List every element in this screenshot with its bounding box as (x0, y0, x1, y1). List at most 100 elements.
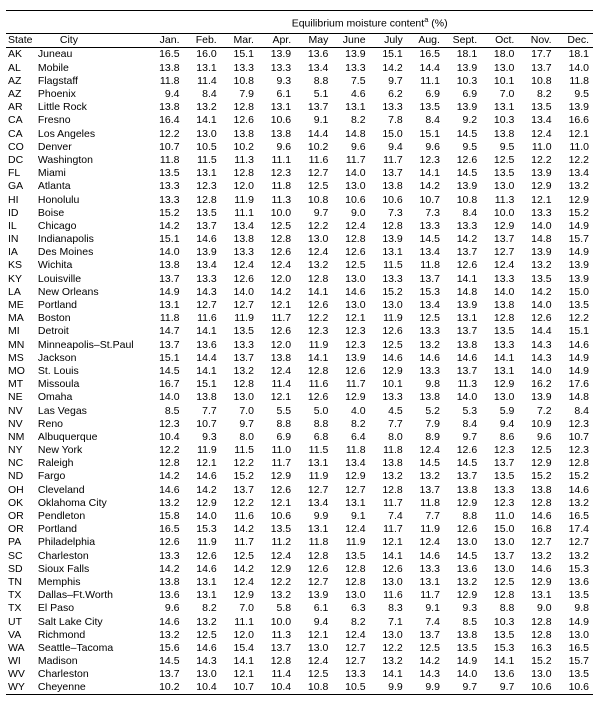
col-header-month: Feb. (184, 33, 221, 47)
cell-value: 13.0 (295, 233, 332, 246)
cell-value: 13.9 (444, 298, 481, 311)
cell-value: 9.7 (444, 430, 481, 443)
cell-state: OK (6, 496, 38, 509)
cell-value: 9.3 (184, 430, 221, 443)
cell-value: 10.8 (295, 681, 332, 695)
cell-value: 13.0 (332, 589, 369, 602)
cell-value: 8.8 (258, 417, 295, 430)
cell-value: 10.8 (295, 193, 332, 206)
cell-value: 13.2 (146, 496, 183, 509)
cell-value: 16.2 (518, 378, 555, 391)
cell-value: 12.2 (146, 444, 183, 457)
cell-value: 9.6 (332, 140, 369, 153)
cell-city: Washington (38, 153, 146, 166)
cell-city: Atlanta (38, 180, 146, 193)
cell-value: 9.2 (444, 114, 481, 127)
cell-value: 13.1 (295, 457, 332, 470)
cell-value: 11.6 (295, 378, 332, 391)
cell-state: AZ (6, 87, 38, 100)
cell-value: 14.0 (146, 391, 183, 404)
cell-value: 15.0 (370, 127, 407, 140)
cell-value: 13.8 (444, 628, 481, 641)
cell-value: 14.0 (146, 246, 183, 259)
cell-value: 12.8 (146, 457, 183, 470)
cell-value: 12.0 (258, 338, 295, 351)
cell-value: 12.1 (370, 536, 407, 549)
cell-value: 12.6 (295, 391, 332, 404)
cell-value: 13.8 (258, 127, 295, 140)
cell-value: 10.7 (146, 140, 183, 153)
cell-value: 12.8 (258, 233, 295, 246)
cell-value: 13.1 (184, 167, 221, 180)
cell-value: 6.8 (295, 430, 332, 443)
table-row: DCWashington11.811.511.311.111.611.711.7… (6, 153, 593, 166)
cell-state: CA (6, 114, 38, 127)
cell-state: AR (6, 101, 38, 114)
cell-value: 12.8 (295, 272, 332, 285)
cell-state: SD (6, 562, 38, 575)
cell-state: UT (6, 615, 38, 628)
cell-value: 6.4 (332, 430, 369, 443)
cell-city: Fresno (38, 114, 146, 127)
cell-value: 10.8 (221, 74, 258, 87)
cell-value: 7.5 (332, 74, 369, 87)
cell-value: 14.3 (518, 338, 555, 351)
cell-value: 9.4 (481, 417, 518, 430)
cell-value: 6.9 (258, 430, 295, 443)
cell-value: 14.5 (146, 364, 183, 377)
cell-value: 12.2 (370, 641, 407, 654)
cell-value: 12.6 (444, 523, 481, 536)
cell-value: 11.7 (221, 536, 258, 549)
cell-value: 12.4 (407, 444, 444, 457)
cell-value: 13.0 (295, 641, 332, 654)
cell-state: ND (6, 470, 38, 483)
cell-value: 13.0 (370, 575, 407, 588)
cell-value: 7.0 (221, 602, 258, 615)
cell-value: 13.2 (184, 615, 221, 628)
cell-value: 13.1 (481, 101, 518, 114)
cell-value: 9.9 (370, 681, 407, 695)
cell-value: 11.0 (556, 140, 593, 153)
cell-value: 15.1 (146, 233, 183, 246)
cell-value: 15.1 (146, 351, 183, 364)
cell-value: 13.3 (221, 338, 258, 351)
cell-value: 11.9 (407, 523, 444, 536)
cell-value: 7.2 (518, 404, 555, 417)
cell-city: Denver (38, 140, 146, 153)
cell-value: 9.4 (146, 87, 183, 100)
cell-value: 15.2 (221, 470, 258, 483)
cell-value: 15.8 (146, 509, 183, 522)
cell-value: 12.7 (332, 641, 369, 654)
cell-value: 14.2 (370, 61, 407, 74)
cell-value: 13.0 (481, 536, 518, 549)
cell-value: 13.3 (407, 219, 444, 232)
cell-value: 12.8 (221, 101, 258, 114)
cell-city: Boston (38, 312, 146, 325)
cell-value: 13.2 (444, 575, 481, 588)
cell-value: 11.9 (184, 536, 221, 549)
cell-value: 13.3 (184, 272, 221, 285)
cell-value: 12.9 (518, 575, 555, 588)
cell-value: 9.7 (295, 206, 332, 219)
cell-value: 14.6 (370, 351, 407, 364)
cell-value: 11.0 (518, 140, 555, 153)
cell-value: 10.2 (221, 140, 258, 153)
cell-value: 13.2 (370, 470, 407, 483)
cell-value: 11.9 (184, 444, 221, 457)
cell-value: 13.1 (332, 496, 369, 509)
cell-value: 14.0 (556, 61, 593, 74)
cell-value: 13.1 (184, 61, 221, 74)
cell-city: Minneapolis–St.Paul (38, 338, 146, 351)
cell-value: 13.2 (556, 496, 593, 509)
cell-value: 11.7 (332, 378, 369, 391)
cell-city: Omaha (38, 391, 146, 404)
cell-value: 12.8 (370, 219, 407, 232)
cell-value: 12.7 (184, 298, 221, 311)
cell-value: 13.8 (444, 338, 481, 351)
cell-value: 11.6 (184, 312, 221, 325)
cell-city: Cheyenne (38, 681, 146, 695)
cell-value: 13.7 (146, 338, 183, 351)
cell-value: 13.4 (518, 114, 555, 127)
cell-value: 12.4 (258, 364, 295, 377)
cell-value: 13.2 (407, 338, 444, 351)
